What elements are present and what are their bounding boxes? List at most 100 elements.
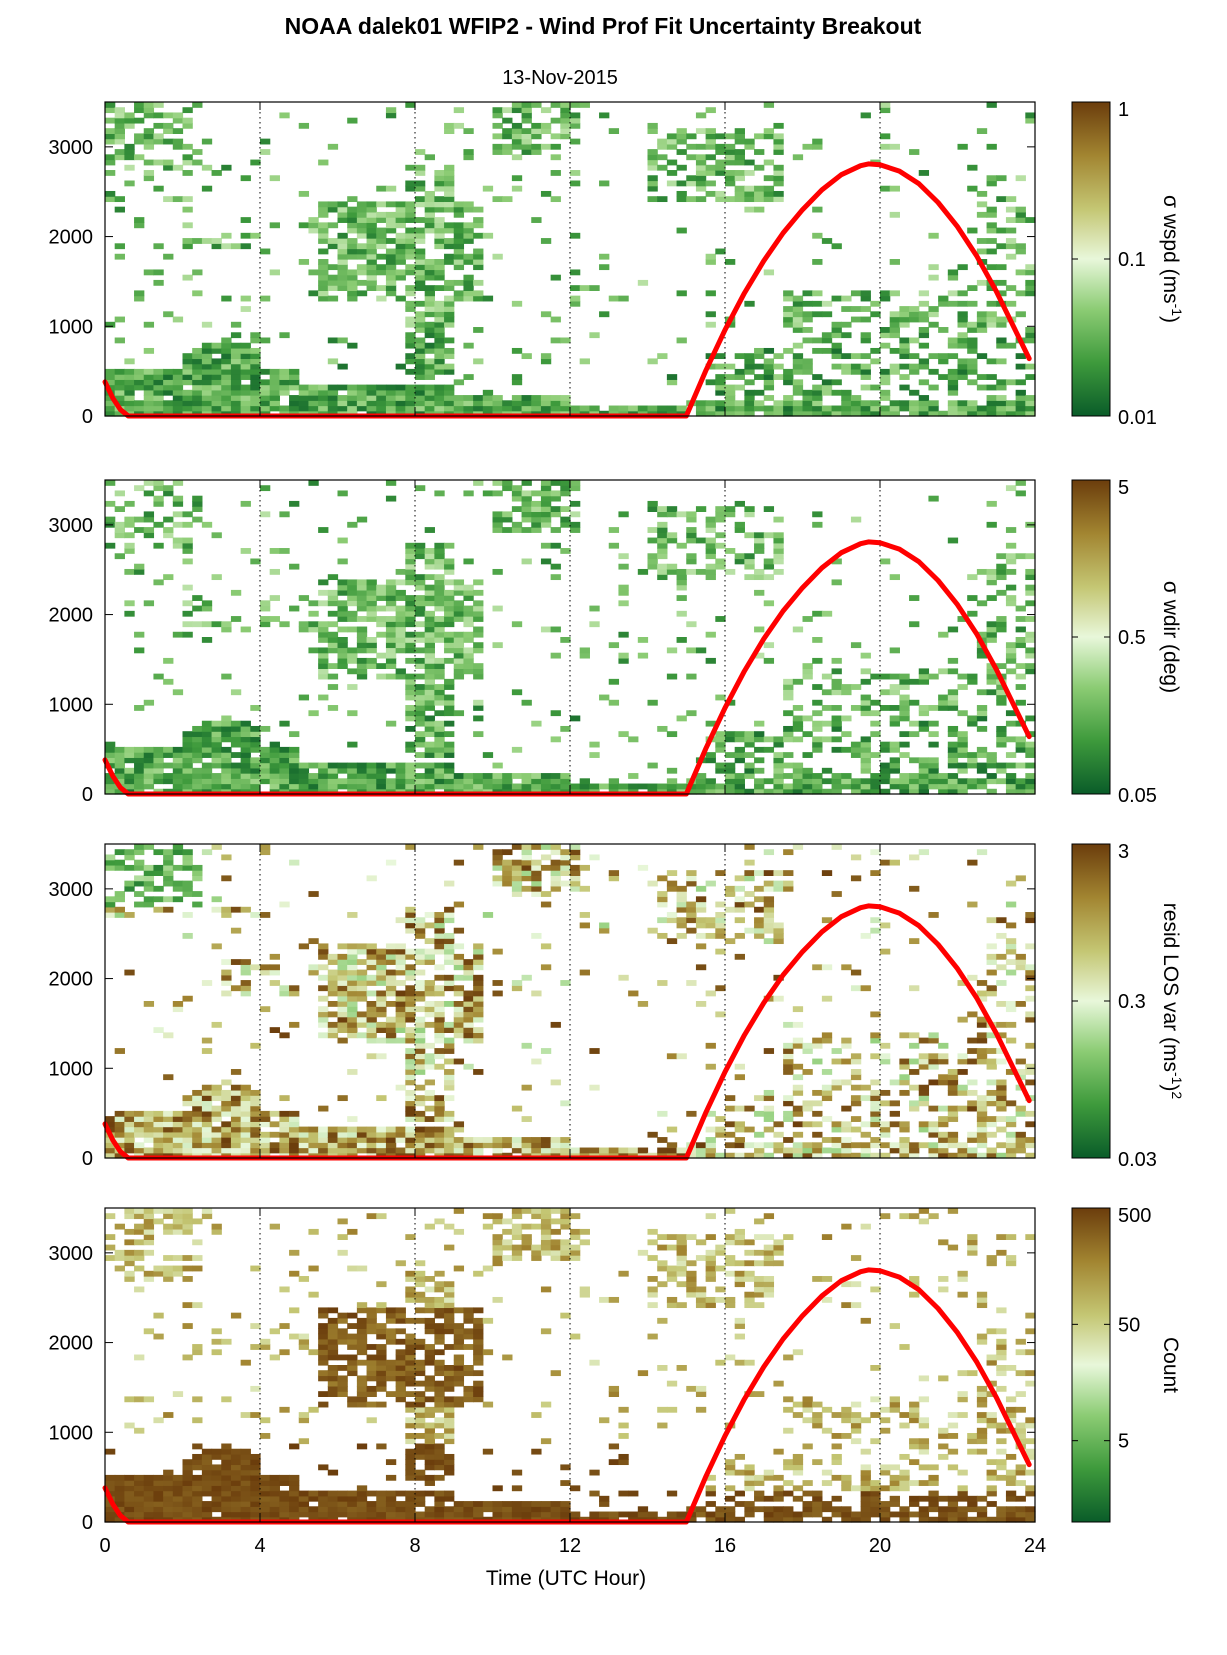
- heatmap-cell: [1015, 480, 1026, 486]
- heatmap-cell: [637, 652, 649, 659]
- heatmap-cell: [463, 490, 474, 497]
- heatmap-cell: [356, 600, 368, 607]
- heatmap-cell: [957, 741, 968, 748]
- heatmap-cell: [492, 112, 503, 119]
- heatmap-cell: [899, 673, 910, 680]
- heatmap-cell: [356, 389, 368, 396]
- heatmap-cell: [967, 1089, 978, 1096]
- heatmap-cell: [492, 1137, 503, 1143]
- heatmap-cell: [444, 170, 455, 176]
- heatmap-cell: [754, 917, 765, 924]
- heatmap-cell: [366, 875, 377, 882]
- heatmap-cell: [192, 1095, 203, 1102]
- heatmap-cell: [996, 410, 1007, 417]
- heatmap-cell: [473, 705, 484, 711]
- heatmap-cell: [783, 347, 794, 354]
- heatmap-cell: [327, 201, 339, 208]
- heatmap-cell: [337, 980, 348, 986]
- heatmap-cell: [821, 1137, 833, 1143]
- heatmap-cell: [434, 616, 445, 622]
- heatmap-cell: [647, 175, 658, 182]
- heatmap-cell: [657, 532, 668, 539]
- heatmap-cell: [134, 1208, 145, 1214]
- heatmap-cell: [850, 746, 862, 753]
- heatmap-cell: [221, 1506, 232, 1513]
- heatmap-cell: [1015, 1110, 1026, 1117]
- heatmap-cell: [686, 180, 697, 187]
- heatmap-cell: [308, 964, 319, 971]
- heatmap-cell: [250, 1385, 261, 1392]
- heatmap-cell: [986, 227, 997, 234]
- heatmap-cell: [628, 405, 639, 412]
- heatmap-cell: [298, 1137, 310, 1143]
- heatmap-cell: [376, 995, 387, 1002]
- heatmap-cell: [289, 1137, 300, 1143]
- heatmap-cell: [802, 715, 813, 722]
- heatmap-cell: [134, 880, 145, 887]
- heatmap-cell: [705, 1063, 716, 1070]
- heatmap-cell: [841, 1126, 852, 1133]
- heatmap-cell: [395, 778, 406, 785]
- heatmap-cell: [812, 725, 823, 732]
- heatmap-cell: [831, 347, 842, 354]
- heatmap-cell: [473, 327, 484, 333]
- heatmap-cell: [463, 1016, 474, 1023]
- heatmap-cell: [434, 731, 445, 738]
- heatmap-cell: [1005, 379, 1017, 386]
- heatmap-cell: [182, 621, 193, 628]
- heatmap-cell: [453, 222, 465, 229]
- heatmap-cell: [657, 783, 668, 790]
- heatmap-cell: [182, 864, 193, 871]
- heatmap-cell: [947, 746, 959, 753]
- heatmap-cell: [289, 395, 300, 401]
- heatmap-cell: [415, 657, 426, 664]
- heatmap-cell: [260, 773, 271, 779]
- heatmap-cell: [415, 185, 426, 192]
- heatmap-cell: [579, 647, 590, 654]
- heatmap-cell: [415, 980, 426, 986]
- heatmap-cell: [424, 527, 435, 533]
- heatmap-cell: [550, 511, 561, 518]
- heatmap-cell: [221, 1338, 232, 1345]
- heatmap-cell: [444, 1069, 455, 1075]
- heatmap-cell: [182, 631, 193, 638]
- heatmap-cell: [1015, 1105, 1026, 1112]
- heatmap-cell: [453, 959, 465, 965]
- heatmap-cell: [792, 353, 804, 360]
- heatmap-cell: [1025, 327, 1036, 333]
- heatmap-cell: [337, 995, 348, 1002]
- heatmap-cell: [182, 405, 193, 412]
- heatmap-cell: [337, 647, 348, 654]
- heatmap-cell: [347, 1011, 358, 1018]
- heatmap-cell: [502, 875, 513, 882]
- heatmap-cell: [967, 1037, 978, 1044]
- heatmap-cell: [201, 1511, 213, 1518]
- heatmap-cell: [405, 1011, 416, 1018]
- heatmap-cell: [105, 500, 116, 507]
- heatmap-cell: [453, 985, 465, 992]
- heatmap-cell: [570, 117, 581, 124]
- heatmap-cell: [376, 238, 387, 244]
- heatmap-cell: [715, 196, 726, 203]
- heatmap-cell: [715, 563, 726, 570]
- heatmap-cell: [763, 922, 775, 929]
- heatmap-cell: [502, 870, 513, 876]
- heatmap-cell: [182, 353, 193, 360]
- heatmap-cell: [221, 1474, 232, 1481]
- heatmap-cell: [744, 138, 755, 145]
- heatmap-cell: [850, 1142, 862, 1149]
- heatmap-cell: [337, 363, 348, 370]
- heatmap-cell: [376, 1053, 387, 1060]
- heatmap-cell: [1025, 616, 1036, 622]
- heatmap-cell: [385, 395, 397, 401]
- heatmap-cell: [153, 1474, 164, 1481]
- heatmap-cell: [744, 389, 755, 396]
- heatmap-cell: [502, 149, 513, 155]
- heatmap-cell: [725, 568, 736, 575]
- heatmap-cell: [415, 1042, 426, 1049]
- heatmap-cell: [424, 1079, 435, 1086]
- heatmap-cell: [444, 384, 455, 391]
- heatmap-cell: [666, 870, 678, 876]
- heatmap-cell: [415, 238, 426, 244]
- heatmap-cell: [143, 128, 155, 134]
